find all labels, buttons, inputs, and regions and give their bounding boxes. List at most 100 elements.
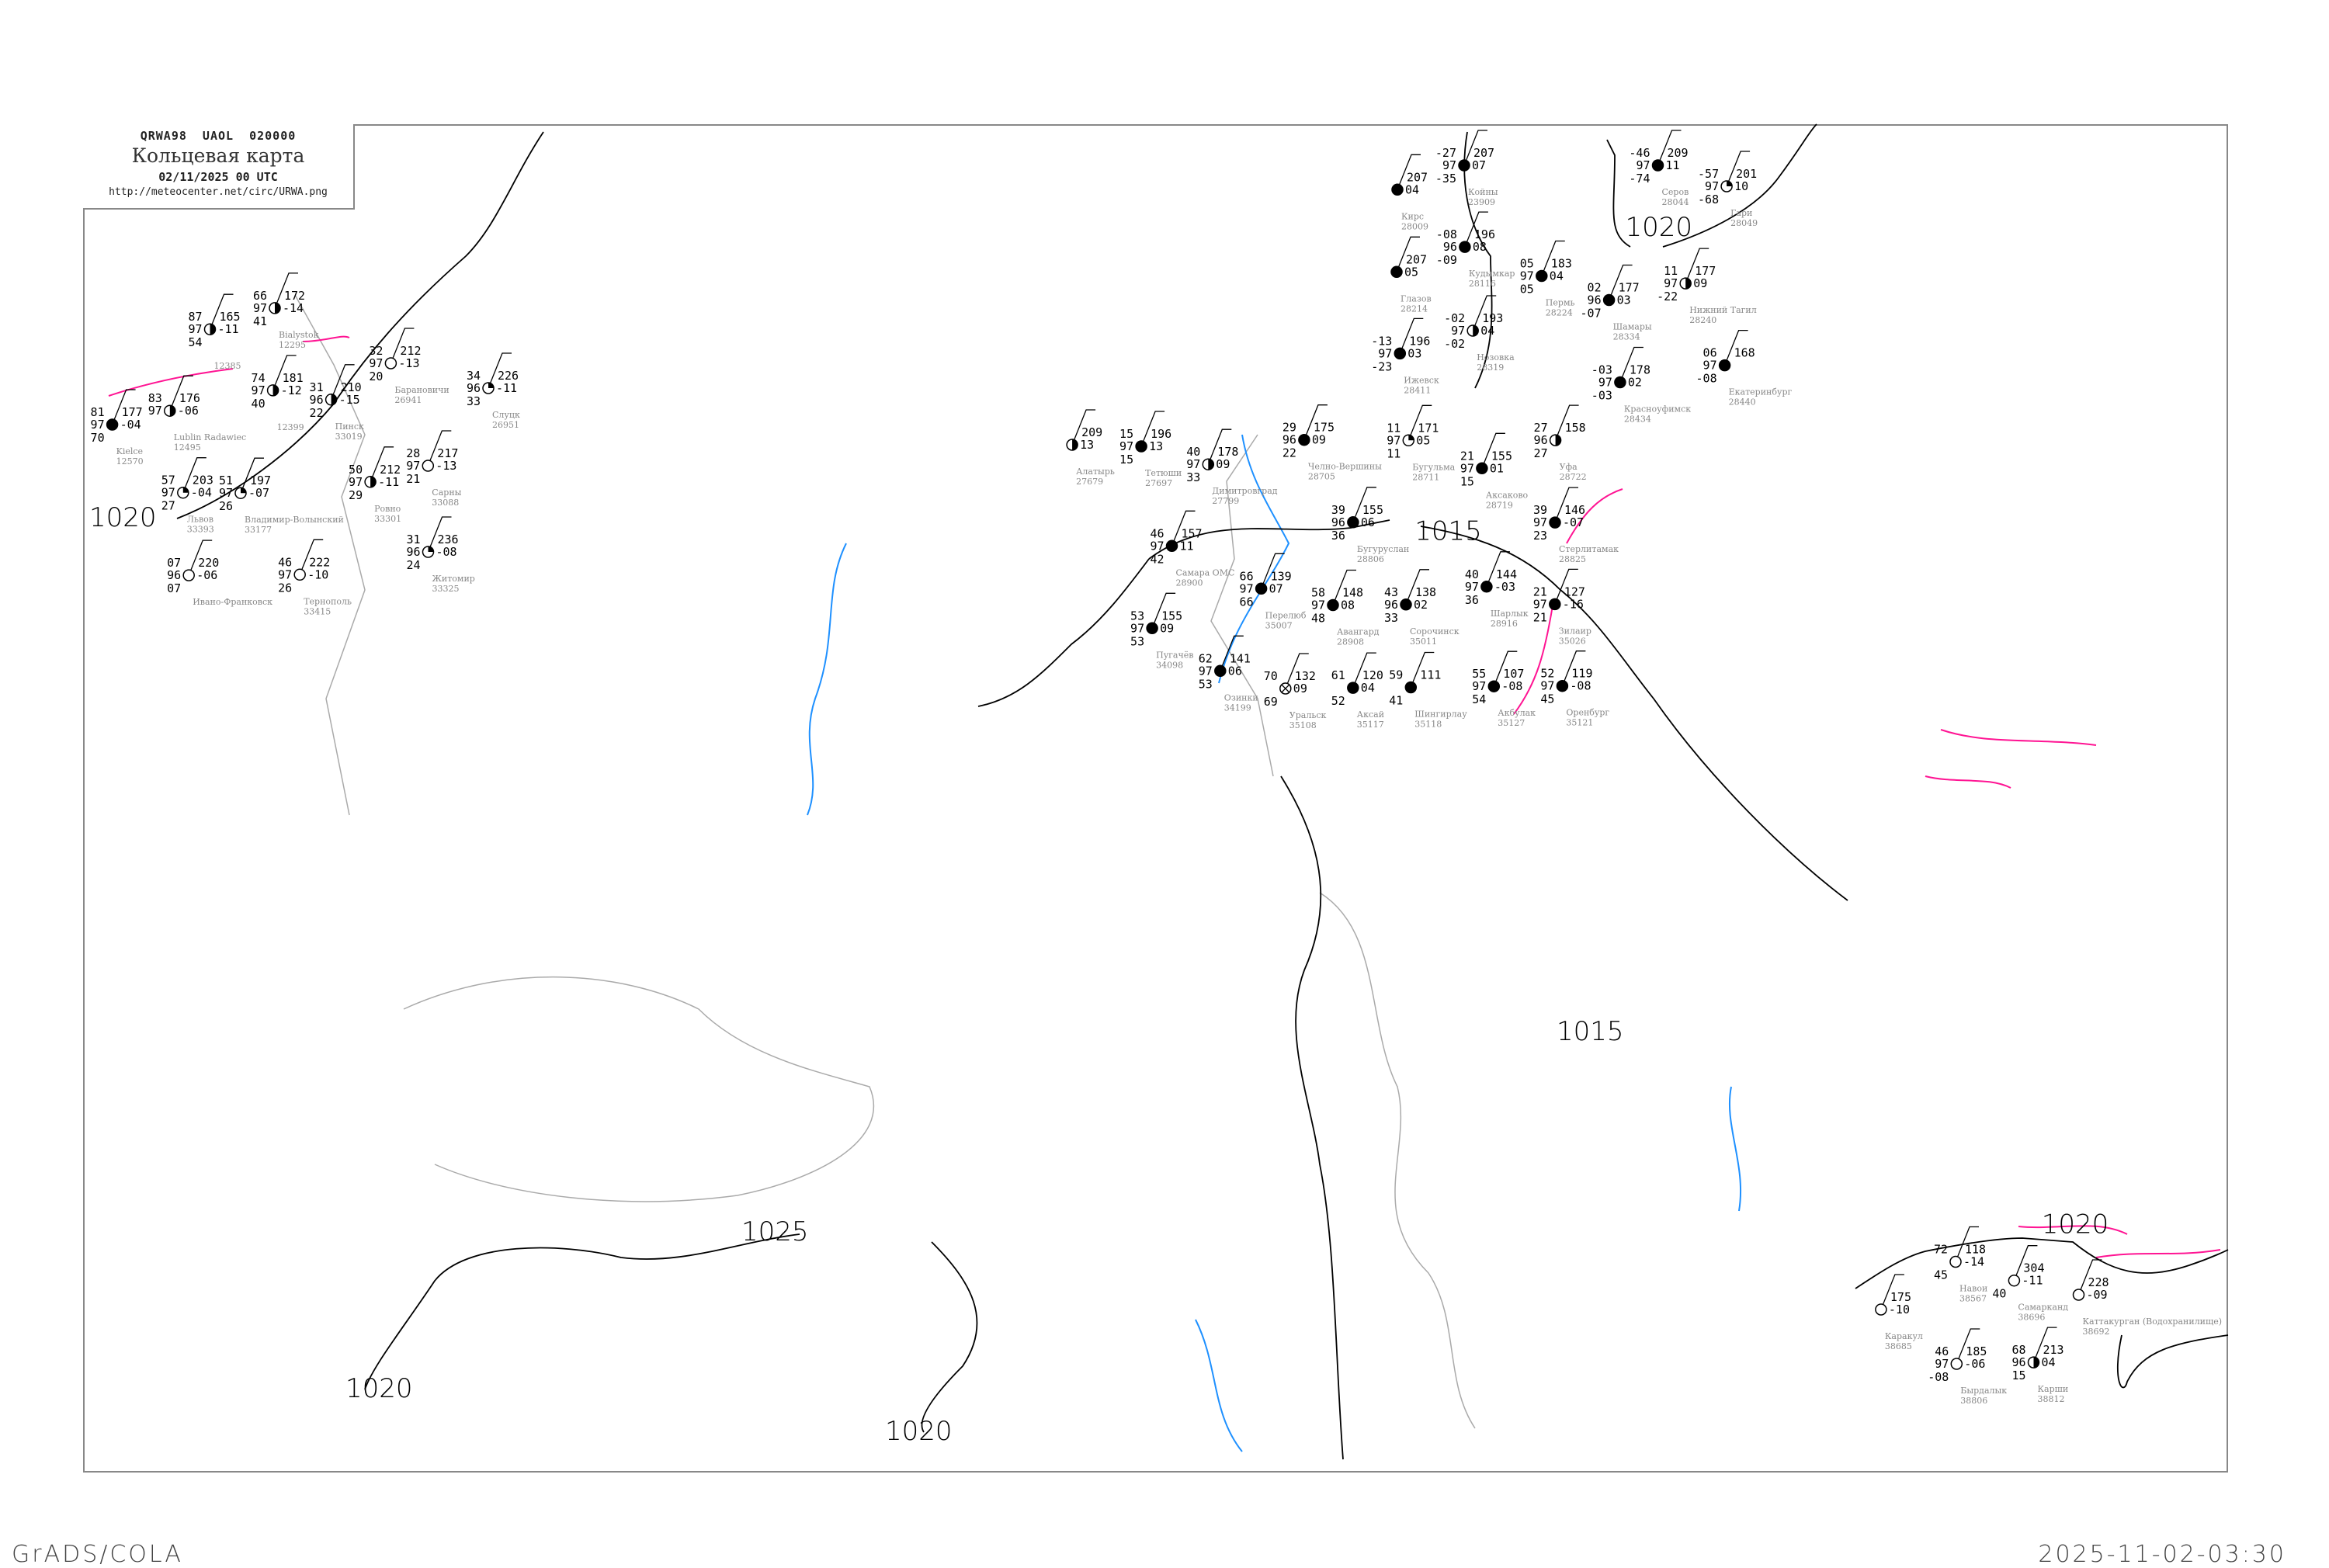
station-name: Нозовка bbox=[1477, 352, 1515, 363]
station-id: 12399 bbox=[277, 422, 304, 432]
station-temperature: 83 bbox=[148, 391, 162, 405]
station-pressure-tendency: 09 bbox=[1693, 276, 1707, 290]
station-temperature: 72 bbox=[1934, 1243, 1948, 1257]
station-pressure-tendency: 04 bbox=[1405, 182, 1419, 196]
wind-barb-icon bbox=[272, 355, 297, 391]
station-temperature: 43 bbox=[1384, 585, 1398, 599]
station-id: 33301 bbox=[374, 514, 401, 524]
source-url[interactable]: http://meteocenter.net/circ/URWA.png bbox=[109, 186, 328, 198]
isobar-label-group: 1025 bbox=[741, 1216, 809, 1247]
station-pressure-tendency: -11 bbox=[496, 381, 517, 395]
station-name: Lublin Radawiec bbox=[174, 432, 246, 442]
sky-obscured-icon bbox=[1281, 684, 1290, 693]
cloud-cover-icon bbox=[106, 418, 119, 431]
station-id: 28049 bbox=[1730, 218, 1758, 228]
station-id: 28705 bbox=[1308, 472, 1335, 482]
station-temperature: 11 bbox=[1664, 264, 1678, 278]
station-plot[interactable]: 228-09 Каттакурган (Водохранилище)38692 bbox=[2072, 1259, 2223, 1337]
station-visibility: 96 bbox=[1443, 240, 1457, 254]
station-pressure-tendency: 01 bbox=[1490, 461, 1504, 475]
station-pressure: 146 bbox=[1564, 503, 1585, 517]
station-pressure-tendency: -14 bbox=[283, 301, 304, 315]
station-temperature: 46 bbox=[1935, 1344, 1949, 1358]
station-temperature: 32 bbox=[369, 344, 383, 358]
isobar-line bbox=[176, 131, 544, 519]
station-id: 35117 bbox=[1357, 720, 1384, 730]
station-visibility: 97 bbox=[1705, 179, 1719, 193]
station-name: Глазов bbox=[1401, 293, 1432, 304]
station-temperature: 62 bbox=[1199, 651, 1213, 665]
station-dewpoint: 11 bbox=[1387, 446, 1401, 460]
station-name: Алатырь bbox=[1076, 467, 1115, 477]
isobar-label: 1020 bbox=[1626, 212, 1693, 243]
station-pressure: 222 bbox=[309, 555, 330, 569]
station-pressure-tendency: -06 bbox=[196, 568, 217, 582]
station-dewpoint: -03 bbox=[1591, 389, 1612, 403]
cloud-half-icon bbox=[275, 302, 280, 314]
station-pressure-tendency: -08 bbox=[1501, 679, 1522, 693]
isobar-label-group: 1020 bbox=[1626, 212, 1693, 243]
station-temperature: 66 bbox=[1240, 569, 1254, 583]
station-pressure: 203 bbox=[193, 474, 213, 487]
station-visibility: 96 bbox=[167, 568, 181, 582]
station-temperature: 39 bbox=[1533, 503, 1547, 517]
station-name: Гари bbox=[1730, 208, 1752, 218]
station-id: 33177 bbox=[245, 525, 272, 535]
